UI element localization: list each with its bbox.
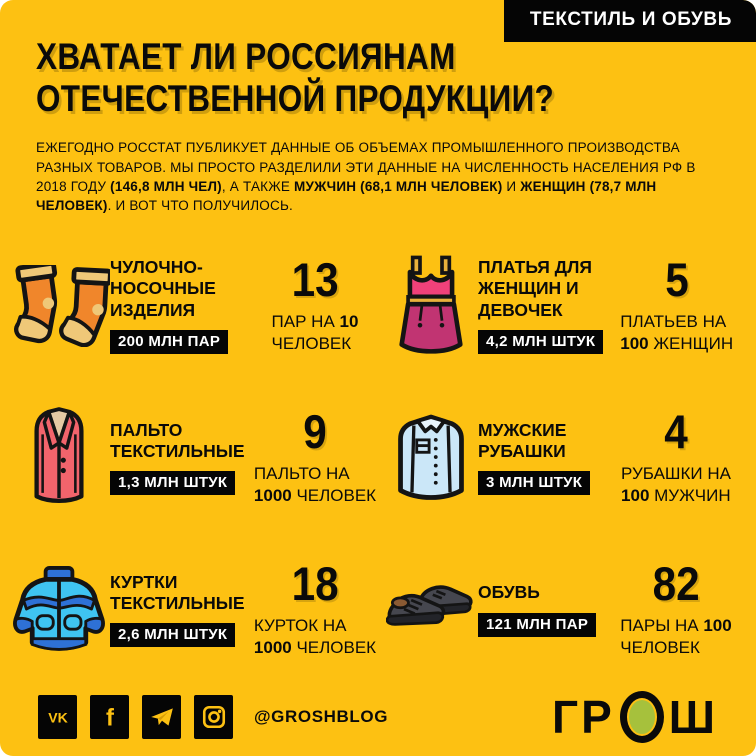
product-label: ПЛАТЬЯ ДЛЯ ЖЕНЩИН И ДЕВОЧЕК: [478, 257, 592, 320]
topic-badge: ТЕКСТИЛЬ И ОБУВЬ: [503, 0, 756, 42]
product-label: КУРТКИ ТЕКСТИЛЬНЫЕ: [110, 571, 245, 614]
stat-unit: ПАЛЬТО НА 1000 ЧЕЛОВЕК: [253, 463, 377, 506]
logo-o-icon: [619, 691, 664, 743]
facebook-icon: f: [106, 705, 114, 730]
intro-text: ЕЖЕГОДНО РОССТАТ ПУБЛИКУЕТ ДАННЫЕ ОБ ОБЪ…: [36, 140, 696, 214]
product-card-shoes: ОБУВЬ 121 МЛН ПАР 82 ПАРЫ НА 100 ЧЕЛОВЕК: [384, 534, 750, 686]
grosh-logo: ГР Ш: [552, 691, 718, 743]
product-card-coats: ПАЛЬТО ТЕКСТИЛЬНЫЕ 1,3 МЛН ШТУК 9 ПАЛЬТО…: [8, 382, 384, 534]
production-badge: 3 МЛН ШТУК: [478, 471, 591, 496]
logo-text-right: Ш: [668, 691, 718, 743]
product-label: ЧУЛОЧНО- НОСОЧНЫЕ ИЗДЕЛИЯ: [110, 257, 216, 320]
dress-icon: [384, 253, 478, 359]
telegram-icon: [150, 708, 173, 726]
product-card-socks: ЧУЛОЧНО- НОСОЧНЫЕ ИЗДЕЛИЯ 200 МЛН ПАР 13…: [8, 230, 384, 382]
production-badge: 121 МЛН ПАР: [478, 612, 597, 637]
jacket-icon: [8, 565, 110, 654]
vk-icon: VK: [48, 709, 68, 725]
coat-icon: [8, 406, 110, 510]
instagram-button[interactable]: [194, 695, 233, 739]
stat-number: 5: [664, 252, 689, 306]
product-card-jackets: КУРТКИ ТЕКСТИЛЬНЫЕ 2,6 МЛН ШТУК 18 КУРТО…: [8, 534, 384, 686]
products-grid: ЧУЛОЧНО- НОСОЧНЫЕ ИЗДЕЛИЯ 200 МЛН ПАР 13…: [8, 230, 750, 686]
socks-icon: [8, 265, 110, 347]
stat-number: 9: [303, 404, 327, 458]
logo-text-left: ГР: [552, 691, 615, 743]
page-title: ХВАТАЕТ ЛИ РОССИЯНАМ ОТЕЧЕСТВЕННОЙ ПРОДУ…: [36, 36, 555, 120]
stat-number: 82: [652, 556, 700, 610]
stat-unit: КУРТОК НА 1000 ЧЕЛОВЕК: [253, 615, 377, 658]
facebook-button[interactable]: f: [90, 695, 129, 739]
stat-number: 4: [664, 404, 688, 458]
product-label: ОБУВЬ: [478, 582, 540, 603]
production-badge: 2,6 МЛН ШТУК: [110, 623, 236, 648]
stat-unit: ПАРЫ НА 100 ЧЕЛОВЕК: [620, 615, 732, 658]
shirt-icon: [384, 414, 478, 502]
svg-text:f: f: [106, 705, 114, 730]
social-handle: @GROSHBLOG: [254, 707, 389, 726]
stat-number: 18: [291, 556, 339, 610]
production-badge: 4,2 МЛН ШТУК: [478, 330, 604, 355]
stat-unit: ПАР НА 10 ЧЕЛОВЕК: [271, 311, 359, 354]
telegram-button[interactable]: [142, 695, 181, 739]
product-label: ПАЛЬТО ТЕКСТИЛЬНЫЕ: [110, 419, 245, 462]
product-label: МУЖСКИЕ РУБАШКИ: [478, 419, 567, 462]
stat-unit: ПЛАТЬЕВ НА 100 ЖЕНЩИН: [620, 311, 734, 354]
stat-number: 13: [291, 252, 339, 306]
stat-unit: РУБАШКИ НА 100 МУЖЧИН: [621, 463, 731, 506]
product-card-shirts: МУЖСКИЕ РУБАШКИ 3 МЛН ШТУК 4 РУБАШКИ НА …: [384, 382, 750, 534]
vk-button[interactable]: VK: [38, 695, 77, 739]
production-badge: 1,3 МЛН ШТУК: [110, 471, 236, 496]
footer: VK f @GROSHBLOG ГР Ш: [0, 678, 756, 756]
instagram-icon: [202, 705, 225, 729]
svg-text:VK: VK: [48, 709, 68, 725]
product-card-dresses: ПЛАТЬЯ ДЛЯ ЖЕНЩИН И ДЕВОЧЕК 4,2 МЛН ШТУК…: [384, 230, 750, 382]
shoes-icon: [384, 579, 478, 641]
production-badge: 200 МЛН ПАР: [110, 330, 229, 355]
